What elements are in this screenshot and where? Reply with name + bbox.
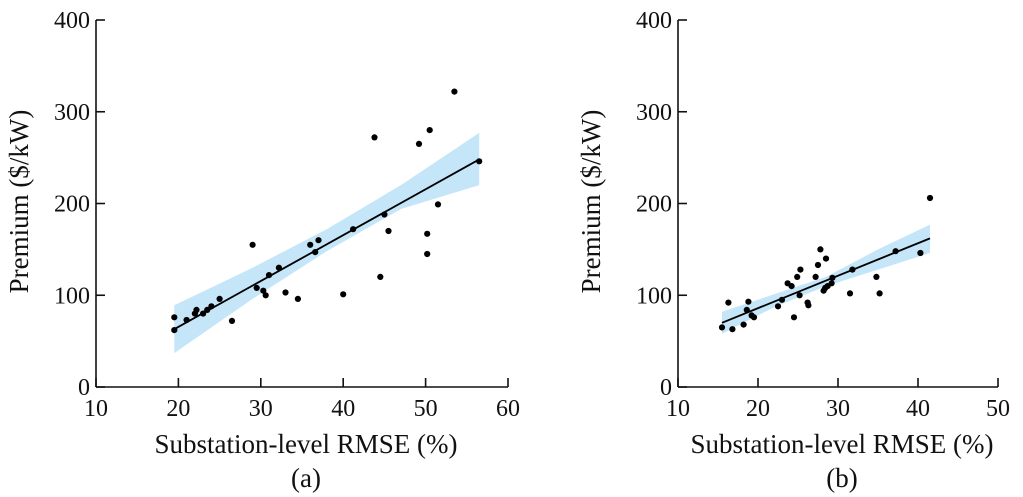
data-point <box>794 273 801 280</box>
data-point <box>424 230 431 237</box>
data-point <box>788 283 795 290</box>
y-tick-label: 100 <box>636 283 672 309</box>
data-point <box>745 298 752 305</box>
data-point <box>171 327 178 334</box>
data-point <box>249 241 256 248</box>
x-tick-label: 30 <box>826 396 850 422</box>
data-point <box>476 158 483 165</box>
y-tick-label: 400 <box>54 8 90 34</box>
regression-line <box>173 158 480 330</box>
y-tick-label: 100 <box>54 283 90 309</box>
data-point <box>892 248 899 255</box>
data-point <box>822 255 830 262</box>
data-point <box>371 134 378 141</box>
confidence-band <box>174 132 480 354</box>
data-point <box>805 302 812 309</box>
data-point <box>876 290 883 297</box>
y-axis-label: Premium ($/kW) <box>576 110 606 294</box>
data-point <box>814 261 822 269</box>
x-axis-label: Substation-level RMSE (%) <box>691 429 994 459</box>
data-point <box>750 314 758 321</box>
data-point <box>774 303 782 310</box>
data-point <box>797 266 804 273</box>
y-tick-label: 400 <box>636 8 672 34</box>
data-point <box>415 140 423 147</box>
data-point <box>846 290 854 297</box>
data-point <box>743 306 750 313</box>
y-tick-label: 0 <box>78 375 90 401</box>
panel-label: (a) <box>291 463 321 493</box>
data-point <box>260 287 267 294</box>
data-point <box>377 273 384 280</box>
x-tick-label: 20 <box>166 396 190 422</box>
data-point <box>385 227 392 235</box>
y-tick-label: 300 <box>636 100 672 126</box>
data-point <box>253 284 260 291</box>
data-point <box>849 266 856 273</box>
x-tick-label: 60 <box>496 396 520 422</box>
x-tick-label: 20 <box>746 396 770 422</box>
y-tick-label: 200 <box>54 192 90 218</box>
data-point <box>426 127 433 134</box>
data-point <box>873 273 880 280</box>
data-point <box>926 194 934 202</box>
data-point <box>315 237 322 244</box>
data-point <box>312 249 319 256</box>
x-tick-label: 50 <box>986 396 1010 422</box>
data-point <box>340 291 347 298</box>
data-point <box>434 201 442 208</box>
data-point <box>796 292 803 299</box>
data-point <box>193 306 200 313</box>
data-point <box>216 295 223 302</box>
x-axis-label: Substation-level RMSE (%) <box>155 429 458 459</box>
data-point <box>275 264 282 271</box>
data-point <box>294 295 301 302</box>
data-point <box>740 321 747 328</box>
data-point <box>183 316 190 324</box>
y-tick-label: 300 <box>54 100 90 126</box>
data-point <box>725 299 732 306</box>
data-point <box>171 314 178 321</box>
data-point <box>817 246 824 253</box>
x-tick-label: 10 <box>666 396 690 422</box>
data-point <box>917 249 924 257</box>
chart-panel-a: 10 20 30 40 50 60 0 100 200 300 400 Substation-leve… <box>4 8 520 493</box>
x-tick-label: 40 <box>906 396 930 422</box>
confidence-band <box>722 224 930 334</box>
data-point <box>350 226 357 233</box>
data-point <box>208 303 215 310</box>
y-axis-label: Premium ($/kW) <box>4 110 34 294</box>
data-point <box>729 326 736 333</box>
y-tick-label: 200 <box>636 192 672 218</box>
x-tick-label: 40 <box>331 396 355 422</box>
data-point <box>204 306 211 313</box>
data-point <box>307 241 314 248</box>
data-point <box>262 292 269 299</box>
data-point <box>812 273 819 280</box>
x-tick-label: 30 <box>249 396 273 422</box>
data-point <box>200 310 207 317</box>
x-tick-label: 50 <box>414 396 438 422</box>
panel-label: (b) <box>826 463 857 493</box>
data-point <box>265 272 273 279</box>
data-point <box>451 88 458 95</box>
data-point <box>778 296 786 303</box>
data-point <box>829 274 836 281</box>
data-point <box>282 289 289 296</box>
data-point <box>828 280 835 287</box>
data-point <box>381 211 388 218</box>
regression-line <box>721 237 931 324</box>
data-point <box>790 314 798 321</box>
data-point <box>718 324 726 331</box>
chart-panel-b: 10 20 30 40 50 0 100 200 300 400 Substation-level … <box>576 8 1010 493</box>
y-tick-label: 0 <box>660 375 672 401</box>
data-point <box>424 250 431 258</box>
data-point <box>228 317 236 324</box>
x-tick-label: 10 <box>84 396 108 422</box>
